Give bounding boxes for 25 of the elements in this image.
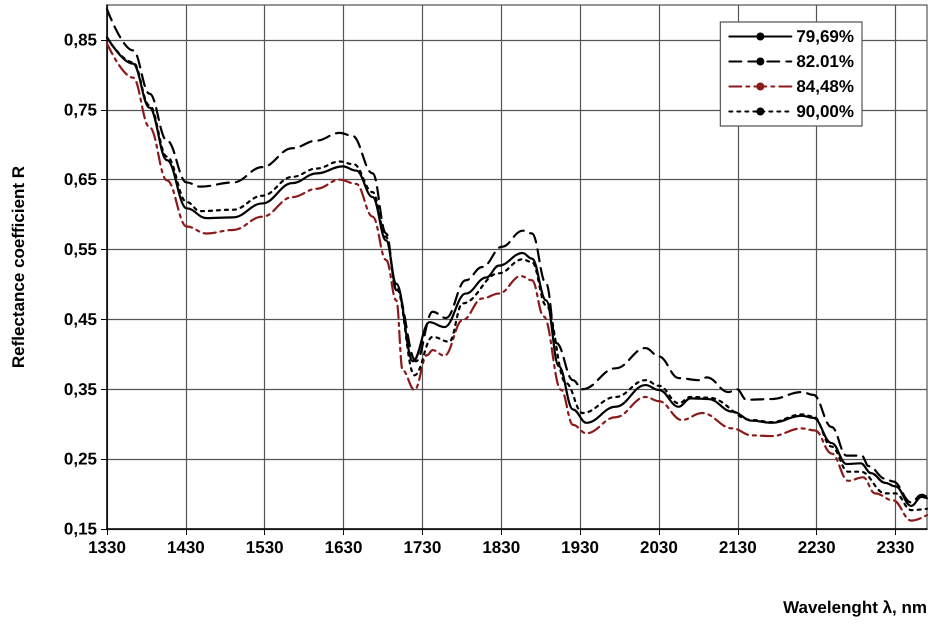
- y-tick-label: 0,85: [64, 30, 97, 50]
- y-tick-label: 0,35: [64, 380, 97, 399]
- legend-label: 82.01%: [796, 52, 854, 71]
- y-axis-title: Reflectance coefficient R: [9, 166, 28, 368]
- x-tick-label: 1330: [88, 538, 126, 557]
- legend-label: 79,69%: [796, 27, 854, 46]
- x-tick-label: 1930: [561, 538, 599, 557]
- y-tick-label: 0,75: [64, 100, 97, 120]
- y-tick-label: 0,55: [64, 240, 97, 260]
- x-tick-label: 2230: [798, 538, 836, 557]
- y-tick-label: 0,65: [64, 170, 97, 190]
- x-tick-label: 1630: [324, 538, 362, 557]
- legend-label: 90,00%: [796, 102, 854, 121]
- legend-label: 84,48%: [796, 77, 854, 96]
- y-tick-label: 0,45: [64, 310, 97, 329]
- x-tick-label: 2130: [718, 538, 757, 557]
- y-tick-label: 0,25: [64, 450, 97, 469]
- x-tick-label: 1830: [482, 538, 520, 557]
- x-tick-label: 1730: [403, 538, 442, 557]
- x-tick-label: 1530: [246, 538, 284, 557]
- x-tick-label: 1430: [166, 538, 205, 557]
- x-axis-title: Wavelenght λ, nm: [783, 598, 927, 617]
- x-tick-label: 2330: [876, 538, 914, 557]
- y-tick-label: 0,15: [64, 520, 97, 538]
- x-tick-label: 2030: [640, 538, 678, 557]
